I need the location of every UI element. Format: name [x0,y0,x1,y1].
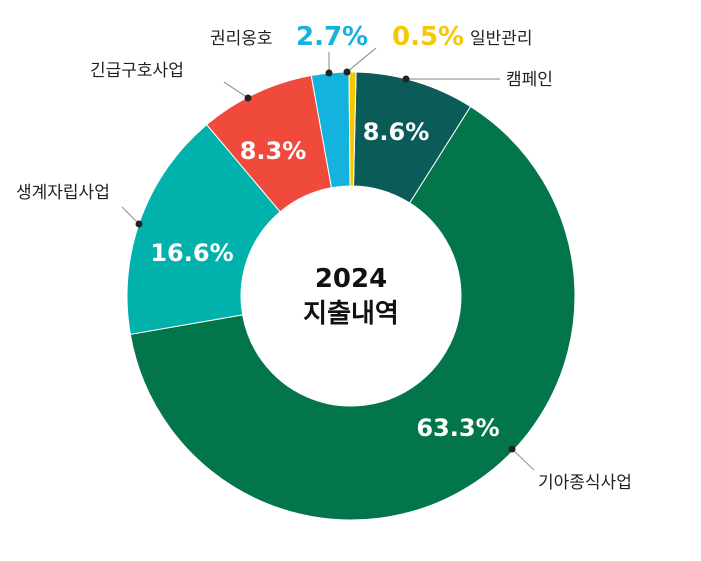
leader-line-emergency [223,81,249,99]
category-label-general: 일반관리 [470,29,533,49]
leader-dot-emergency [244,94,252,102]
value-label-campaign: 8.6% [363,118,430,146]
leader-dot-rights [325,69,333,77]
category-label-emergency: 긴급구호사업 [90,61,184,81]
leader-dot-general [343,68,351,76]
category-label-rights: 권리옹호 [210,29,273,49]
value-label-hunger: 63.3% [416,414,499,442]
value-label-general: 0.5% [392,22,464,52]
category-label-hunger: 기아종식사업 [538,473,632,493]
value-label-livelihood: 16.6% [150,239,233,267]
value-label-rights: 2.7% [296,22,368,52]
slice-hunger [129,105,576,521]
leader-dot-campaign [402,75,410,83]
center-title-label: 지출내역 [303,299,399,329]
leader-dot-hunger [508,445,516,453]
value-label-emergency: 8.3% [240,137,307,165]
leader-line-hunger [511,448,535,471]
leader-line-general [346,47,377,73]
leader-dot-livelihood [135,220,143,228]
center-title-year: 2024 [315,264,387,294]
slice-livelihood [126,123,281,335]
category-label-livelihood: 생계자립사업 [16,183,110,203]
slice-general [348,71,357,187]
category-label-campaign: 캠페인 [506,70,553,90]
leader-line-livelihood [121,206,140,225]
